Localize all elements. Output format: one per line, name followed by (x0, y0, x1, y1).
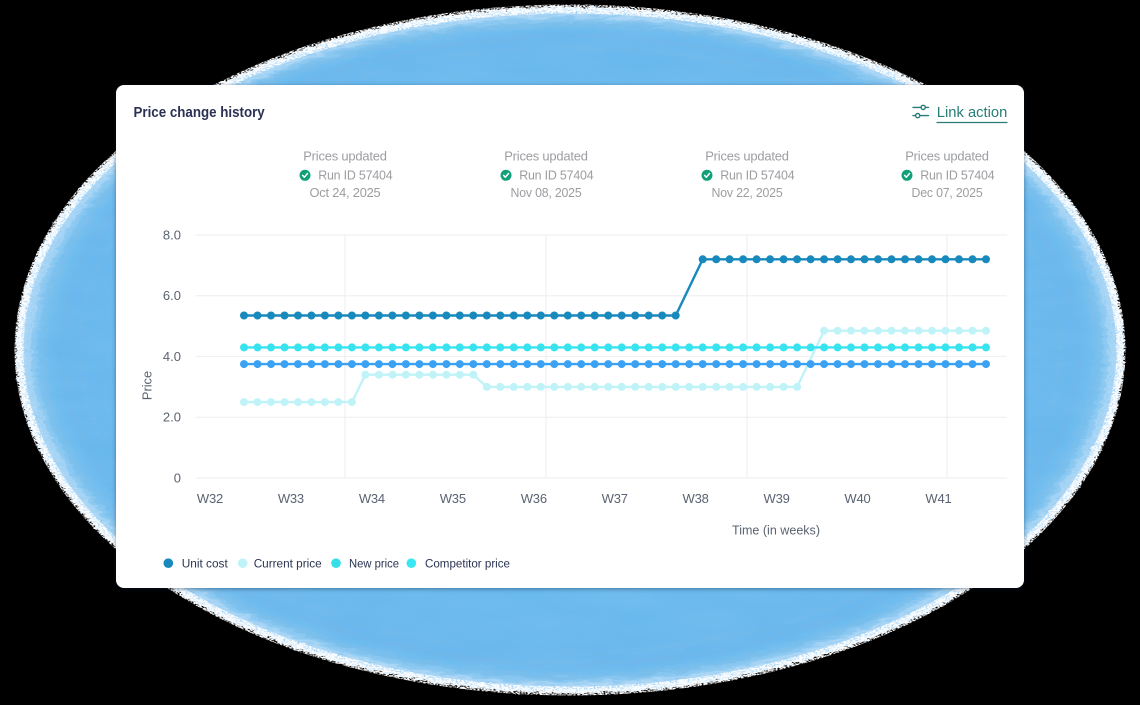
svg-text:Unit cost: Unit cost (182, 557, 229, 571)
svg-text:Current price: Current price (254, 557, 322, 571)
svg-text:W39: W39 (764, 491, 790, 506)
svg-text:W36: W36 (521, 491, 547, 506)
svg-text:Run ID 57404: Run ID 57404 (519, 168, 594, 182)
svg-text:Prices updated: Prices updated (504, 150, 588, 164)
svg-text:Price change history: Price change history (134, 105, 266, 121)
svg-text:W32: W32 (197, 491, 223, 506)
svg-text:Prices updated: Prices updated (905, 150, 989, 164)
svg-text:W35: W35 (440, 491, 466, 506)
svg-text:Nov 08, 2025: Nov 08, 2025 (511, 186, 582, 200)
svg-text:Run ID 57404: Run ID 57404 (318, 168, 393, 182)
svg-text:Time (in weeks): Time (in weeks) (732, 523, 820, 538)
svg-text:Nov 22, 2025: Nov 22, 2025 (712, 186, 783, 200)
svg-text:W34: W34 (359, 491, 385, 506)
svg-text:Competitor price: Competitor price (425, 557, 510, 571)
svg-text:Prices updated: Prices updated (303, 150, 387, 164)
svg-text:Run ID 57404: Run ID 57404 (720, 168, 795, 182)
svg-text:4.0: 4.0 (163, 349, 181, 364)
svg-text:0: 0 (174, 471, 181, 486)
svg-text:2.0: 2.0 (163, 410, 181, 425)
svg-text:W41: W41 (925, 491, 951, 506)
svg-text:W38: W38 (683, 491, 709, 506)
svg-text:W40: W40 (844, 491, 870, 506)
svg-text:Dec 07, 2025: Dec 07, 2025 (912, 186, 983, 200)
svg-text:New price: New price (349, 557, 399, 571)
svg-text:8.0: 8.0 (163, 228, 181, 243)
svg-text:Link action: Link action (937, 104, 1008, 121)
svg-text:Run ID 57404: Run ID 57404 (920, 168, 995, 182)
svg-text:W33: W33 (278, 491, 304, 506)
svg-text:W37: W37 (602, 491, 628, 506)
svg-text:Prices updated: Prices updated (705, 150, 789, 164)
svg-text:Oct 24, 2025: Oct 24, 2025 (310, 186, 381, 200)
svg-text:Price: Price (140, 371, 155, 400)
svg-text:6.0: 6.0 (163, 288, 181, 303)
